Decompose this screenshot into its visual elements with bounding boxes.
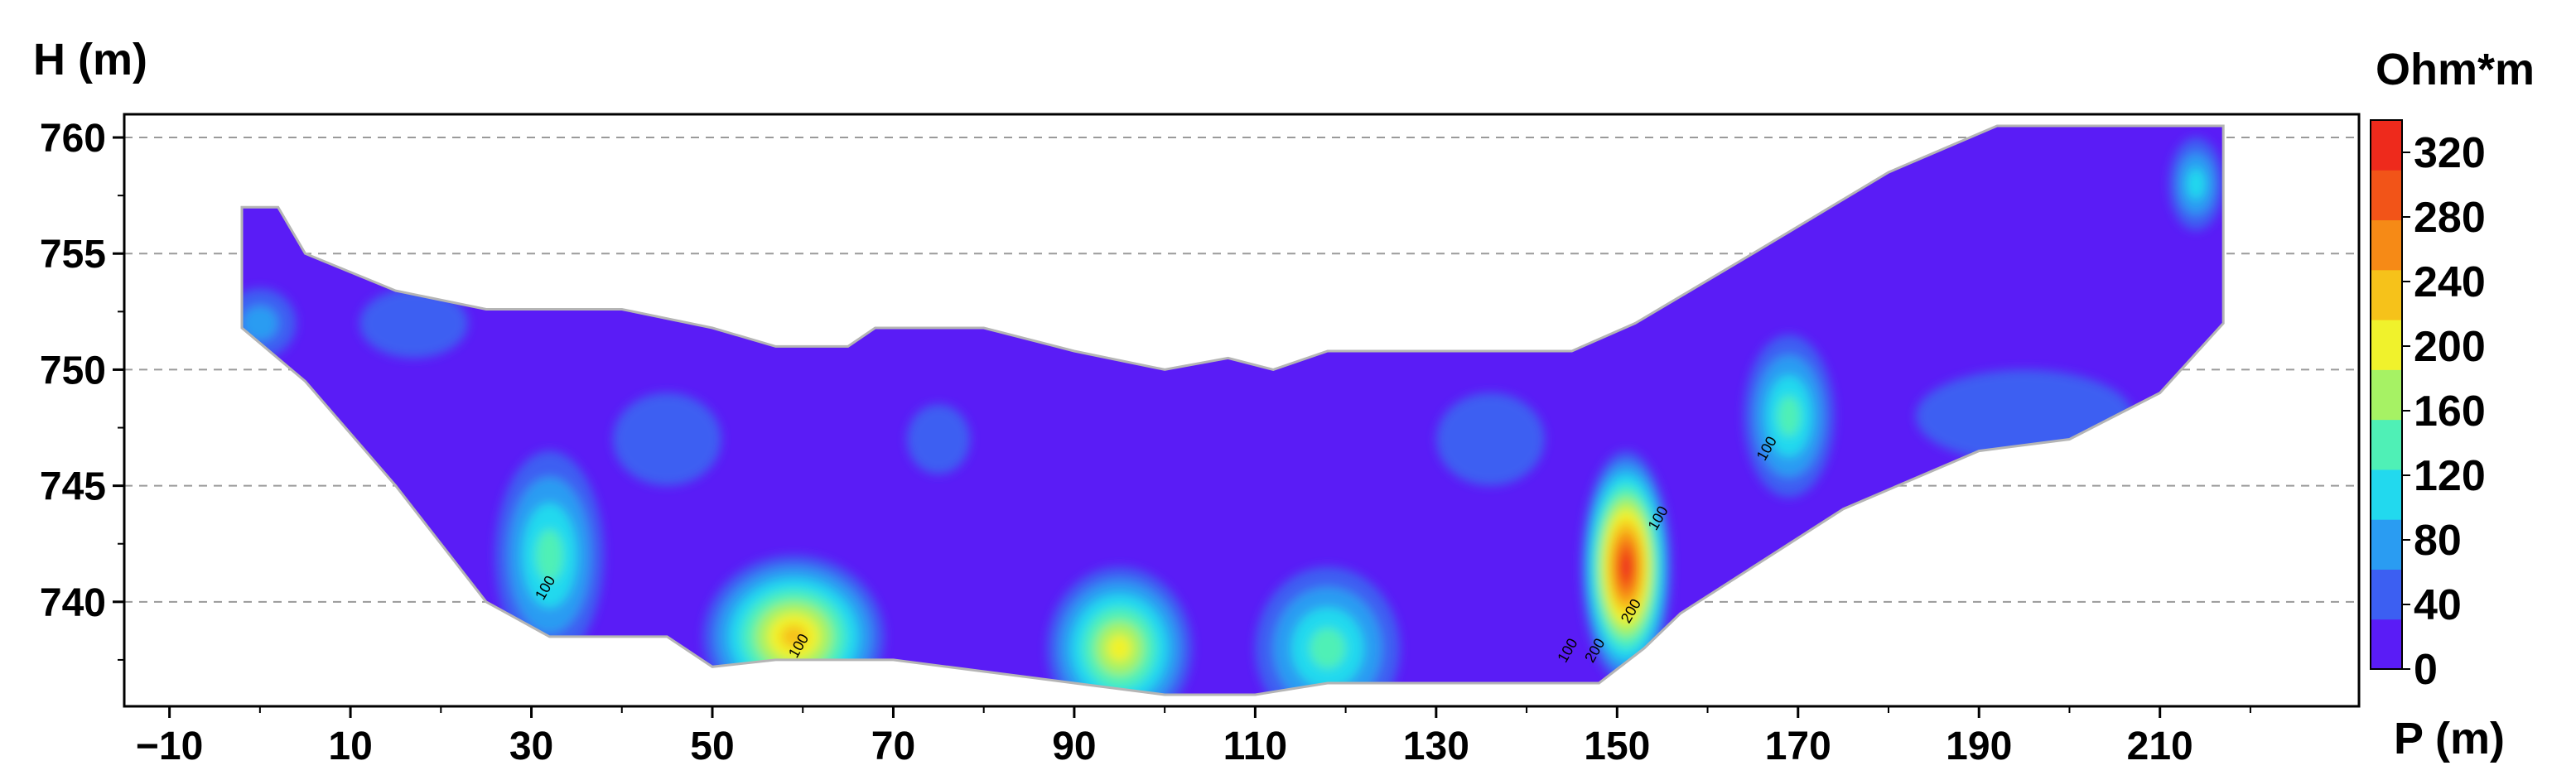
colorbar-label-320: 320 xyxy=(2414,129,2486,177)
colorbar-segment-8 xyxy=(2371,219,2402,271)
x-tick-label--10: −10 xyxy=(136,725,203,768)
anomaly-2-level-6 xyxy=(1107,634,1132,662)
x-tick-label-30: 30 xyxy=(509,725,553,768)
colorbar-label-160: 160 xyxy=(2414,388,2486,436)
anomaly-12 xyxy=(242,288,297,359)
x-tick-label-50: 50 xyxy=(690,725,734,768)
colorbar-segment-4 xyxy=(2371,419,2402,470)
colorbar-segment-9 xyxy=(2371,170,2402,221)
anomaly-6-level-3 xyxy=(2187,168,2206,200)
anomaly-11 xyxy=(1915,369,2133,463)
colorbar-segment-7 xyxy=(2371,269,2402,320)
section-outline xyxy=(240,124,2225,696)
anomaly-8-level-1 xyxy=(612,392,721,486)
anomaly-5 xyxy=(1744,335,1835,498)
x-tick-label-10: 10 xyxy=(328,725,372,768)
colorbar-title: Ohm*m xyxy=(2376,45,2535,94)
x-tick-label-150: 150 xyxy=(1584,725,1650,768)
anomaly-1-level-7 xyxy=(780,624,807,648)
colorbar-frame xyxy=(2370,119,2403,670)
x-tick-label-70: 70 xyxy=(871,725,915,768)
colorbar-label-280: 280 xyxy=(2414,194,2486,242)
x-tick-label-90: 90 xyxy=(1052,725,1096,768)
colorbar-label-40: 40 xyxy=(2414,581,2462,629)
anomaly-9 xyxy=(906,404,971,474)
x-tick-label-210: 210 xyxy=(2127,725,2193,768)
colorbar-segment-6 xyxy=(2371,320,2402,370)
colorbar-segment-10 xyxy=(2371,120,2402,171)
anomaly-8 xyxy=(612,392,721,486)
colorbar: 0 40 80 120 160 200 240 280 320 xyxy=(2370,119,2486,694)
colorbar-label-200: 200 xyxy=(2414,323,2486,371)
colorbar-segment-2 xyxy=(2371,519,2402,570)
anomaly-4 xyxy=(1580,450,1672,683)
x-tick-label-110: 110 xyxy=(1223,725,1287,768)
y-axis-label: H (m) xyxy=(33,35,147,84)
anomaly-5-level-4 xyxy=(1778,396,1801,437)
anomaly-10 xyxy=(1435,392,1545,486)
x-tick-label-170: 170 xyxy=(1765,725,1831,768)
y-axis: 740 745 750 755 760 xyxy=(40,117,124,661)
colorbar-label-80: 80 xyxy=(2414,517,2462,565)
x-tick-label-130: 130 xyxy=(1403,725,1469,768)
anomaly-2 xyxy=(1047,566,1192,695)
colorbar-segment-5 xyxy=(2371,369,2402,421)
y-tick-label-740: 740 xyxy=(40,581,106,625)
plot-frame xyxy=(123,113,2361,708)
colorbar-label-240: 240 xyxy=(2414,258,2486,306)
colorbar-segment-3 xyxy=(2371,469,2402,520)
anomaly-0-level-4 xyxy=(535,529,563,582)
x-tick-label-190: 190 xyxy=(1946,725,2012,768)
anomaly-7 xyxy=(359,288,469,359)
colorbar-label-120: 120 xyxy=(2414,452,2486,500)
anomaly-6 xyxy=(2168,137,2224,231)
anomaly-11-level-1 xyxy=(1915,369,2133,463)
y-tick-label-745: 745 xyxy=(40,465,106,509)
colorbar-segment-1 xyxy=(2371,569,2402,620)
anomaly-3-level-4 xyxy=(1309,628,1346,669)
anomaly-7-level-1 xyxy=(359,288,469,359)
anomaly-0 xyxy=(494,450,604,660)
colorbar-label-0: 0 xyxy=(2414,646,2438,694)
x-axis-label: P (m) xyxy=(2394,714,2505,763)
anomaly-4-level-10 xyxy=(1621,555,1631,579)
y-tick-label-750: 750 xyxy=(40,349,106,392)
anomaly-12-level-2 xyxy=(242,306,278,341)
anomaly-10-level-1 xyxy=(1435,392,1545,486)
y-tick-label-760: 760 xyxy=(40,117,106,161)
anomaly-9-level-1 xyxy=(906,404,971,474)
colorbar-segment-0 xyxy=(2371,619,2402,670)
y-tick-label-755: 755 xyxy=(40,233,106,277)
x-axis: −10 10 30 50 70 90 110 130 150 170 190 210 xyxy=(136,706,2251,768)
